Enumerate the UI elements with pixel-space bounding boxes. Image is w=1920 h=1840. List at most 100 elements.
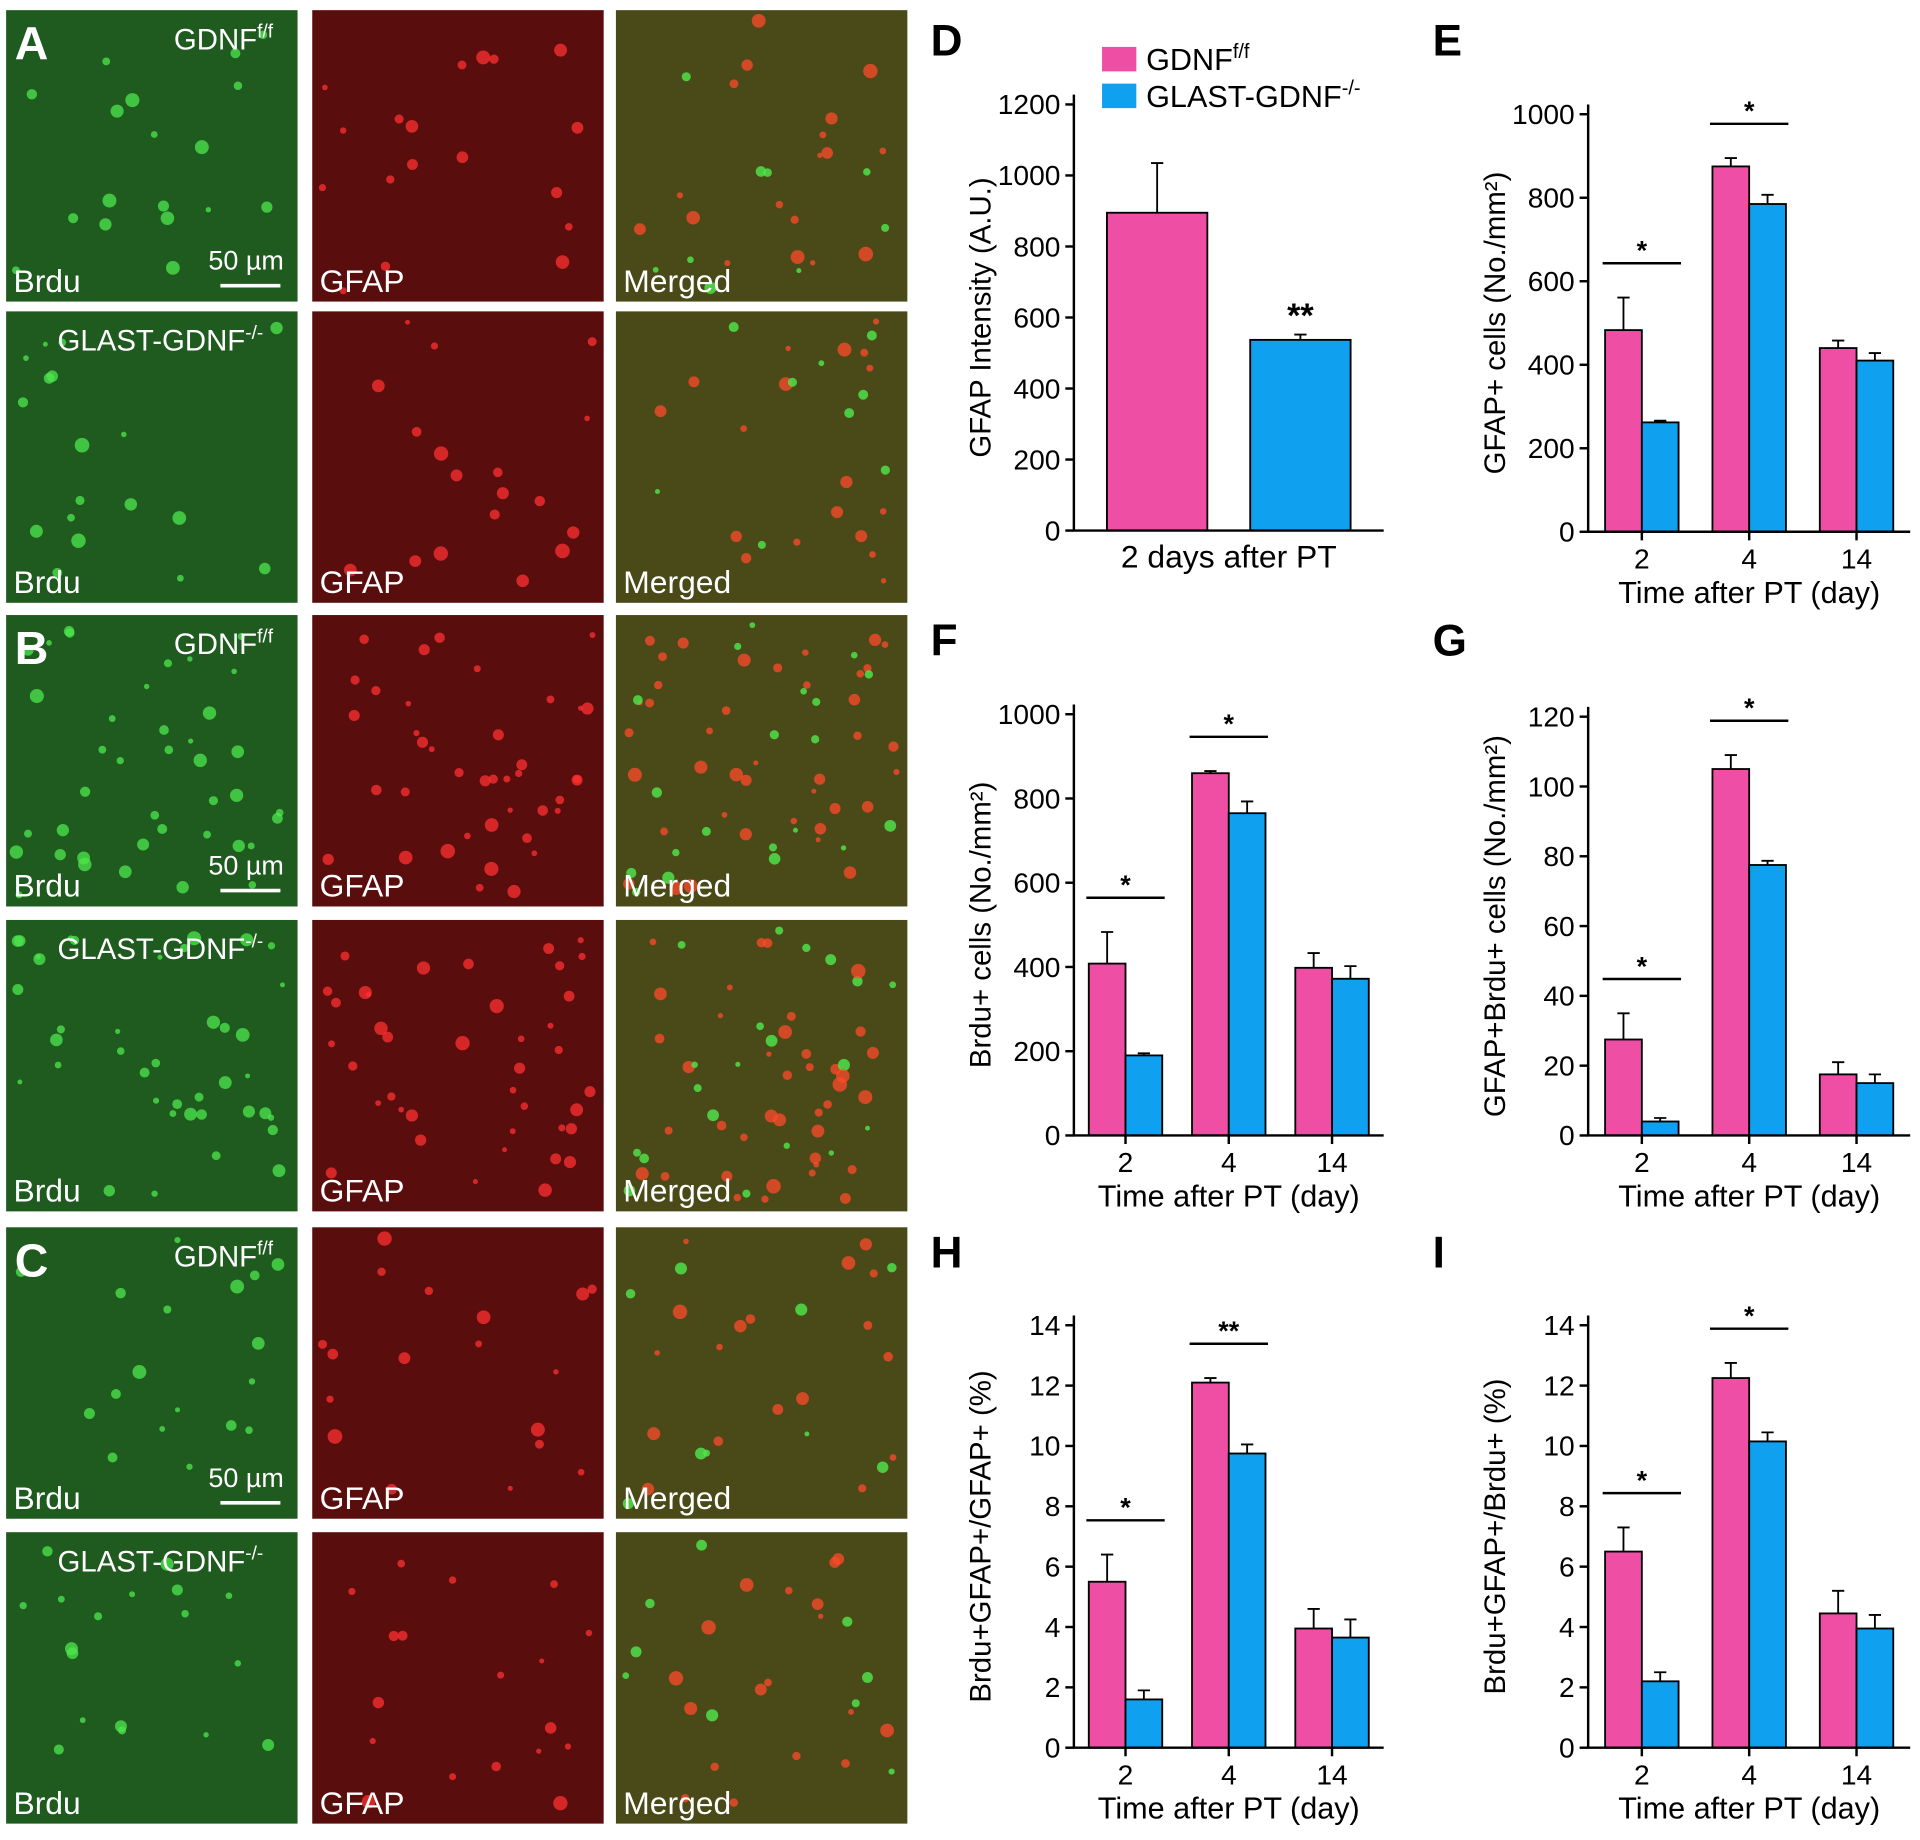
cell <box>808 1169 816 1177</box>
cell <box>893 768 900 776</box>
legend-label-main: GDNF <box>1146 43 1233 77</box>
cell <box>662 871 675 884</box>
x-tick-label: 4 <box>1741 544 1757 575</box>
cell <box>654 1033 665 1044</box>
cell <box>108 715 116 722</box>
cell <box>863 1320 873 1330</box>
cell <box>242 1105 256 1118</box>
y-tick-label: 6 <box>1559 1551 1575 1582</box>
y-tick-label: 0 <box>1045 515 1061 546</box>
y-tick-label: 14 <box>1543 1310 1574 1341</box>
cell <box>749 622 756 629</box>
bar <box>1604 1038 1643 1137</box>
cell <box>358 985 372 1000</box>
genotype-label-sup: -/- <box>245 1544 263 1565</box>
cell <box>405 1109 419 1122</box>
cell <box>879 508 887 515</box>
cell <box>118 865 132 879</box>
bar <box>1855 1627 1895 1749</box>
x-tick-label: 4 <box>1741 1759 1757 1790</box>
bar <box>1855 1082 1895 1137</box>
cell <box>387 1092 396 1101</box>
cell <box>261 201 273 213</box>
error-bar <box>1344 1618 1357 1638</box>
cell <box>756 937 767 948</box>
cell <box>267 1114 275 1121</box>
cell <box>22 644 34 656</box>
y-tick-label: 8 <box>1045 1491 1061 1522</box>
cell <box>234 1660 242 1667</box>
cell <box>539 1658 545 1664</box>
cell <box>668 1671 684 1686</box>
genotype-label-sup: f/f <box>257 626 274 647</box>
cell <box>160 1557 174 1571</box>
cell <box>872 318 880 325</box>
cell <box>587 1284 597 1294</box>
bar <box>1249 338 1352 532</box>
channel-label: Merged <box>623 564 731 600</box>
cell <box>848 1709 854 1715</box>
cell <box>802 943 811 953</box>
cell <box>522 833 532 844</box>
significance: * <box>1637 951 1648 981</box>
cell <box>386 1483 398 1495</box>
error-bar <box>1724 1362 1737 1379</box>
bar <box>1106 211 1209 532</box>
cell <box>790 250 805 264</box>
cell <box>888 741 899 752</box>
axis <box>1586 1315 1911 1749</box>
cell <box>414 1134 427 1146</box>
cell <box>502 1147 508 1153</box>
cell <box>792 1751 801 1761</box>
cell <box>814 823 827 835</box>
cell <box>654 1350 661 1356</box>
micrograph <box>6 311 298 603</box>
cell <box>125 93 140 108</box>
cell <box>475 1340 483 1348</box>
cell <box>809 1152 822 1164</box>
genotype-label: GDNFf/f <box>174 22 274 57</box>
y-tick-label: 2 <box>1559 1672 1575 1703</box>
channel-label: Brdu <box>13 1480 80 1516</box>
y-tick-label: 400 <box>1013 373 1060 404</box>
error-bar <box>1761 1431 1774 1442</box>
cell <box>463 958 474 970</box>
bar <box>1087 962 1127 1137</box>
cell <box>889 981 897 989</box>
channel-label: Merged <box>623 1480 731 1516</box>
panel-letter: H <box>931 1229 963 1278</box>
cell <box>172 511 187 525</box>
cell <box>888 1768 895 1775</box>
cell <box>372 1696 385 1709</box>
cell <box>768 843 778 852</box>
cell <box>866 330 877 341</box>
x-axis-label: Time after PT (day) <box>1618 576 1880 610</box>
y-tick-label: 0 <box>1045 1120 1061 1151</box>
cell <box>71 533 86 548</box>
genotype-label: GLAST-GDNF-/- <box>58 323 264 358</box>
cell <box>54 848 66 861</box>
channel-label: GFAP <box>320 868 405 904</box>
cell <box>543 943 555 954</box>
micrograph <box>615 919 908 1212</box>
y-tick-label: 8 <box>1559 1491 1575 1522</box>
cell <box>647 1427 661 1441</box>
y-tick-label: 800 <box>1013 783 1060 814</box>
legend-label: GDNFf/f <box>1146 41 1250 77</box>
y-tick-label: 200 <box>1528 433 1575 464</box>
cell <box>406 159 418 170</box>
cell <box>571 774 583 786</box>
genotype-label-main: GDNF <box>174 1240 257 1273</box>
cell <box>782 1070 793 1080</box>
cell <box>821 147 834 159</box>
y-tick-label: 10 <box>1543 1431 1574 1462</box>
cell <box>115 1287 126 1299</box>
cell <box>326 1395 334 1403</box>
bar <box>1604 329 1643 533</box>
cell <box>766 1051 772 1057</box>
cell <box>851 1699 860 1708</box>
cell <box>861 801 874 813</box>
cell <box>23 829 33 838</box>
cell <box>803 681 811 689</box>
bar <box>1711 1377 1751 1749</box>
